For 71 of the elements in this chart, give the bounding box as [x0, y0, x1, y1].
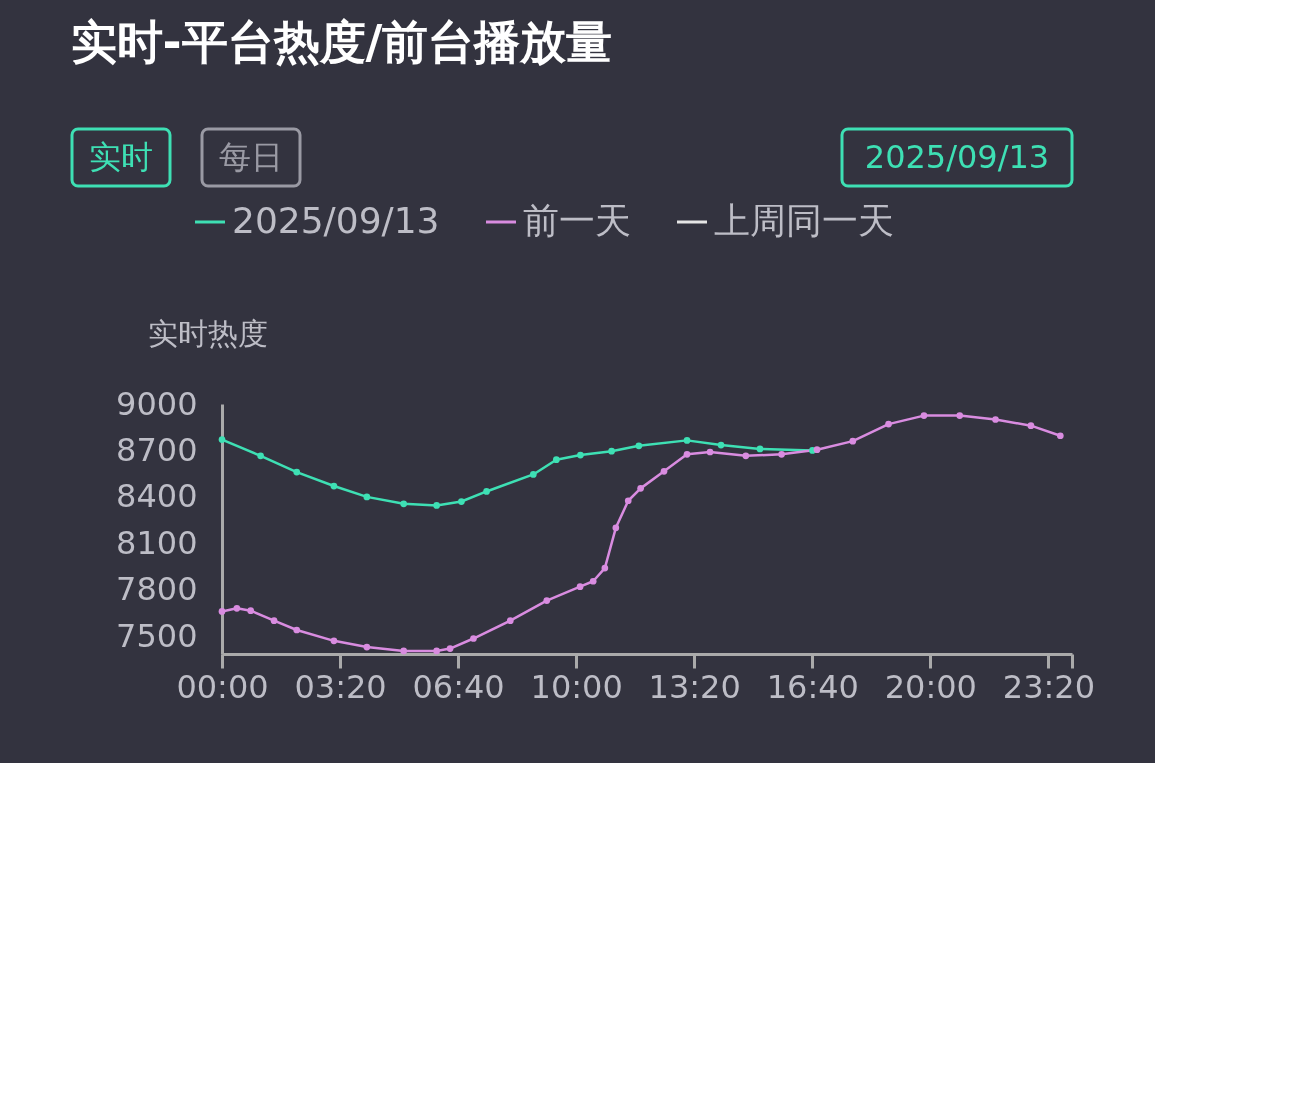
point	[293, 468, 301, 476]
x-tick-label: 13:20	[648, 667, 741, 706]
point	[778, 450, 785, 458]
point	[920, 412, 928, 419]
y-tick-label: 7500	[116, 616, 198, 655]
y-tick-label: 8700	[116, 430, 198, 469]
point	[608, 447, 615, 455]
point	[400, 500, 408, 508]
x-tick-label: 00:00	[176, 667, 269, 706]
point	[363, 493, 371, 501]
point	[849, 437, 857, 445]
point	[1056, 432, 1064, 440]
point	[956, 412, 964, 419]
x-tick-label: 20:00	[884, 667, 977, 706]
point	[717, 441, 725, 449]
point	[483, 488, 490, 495]
point	[756, 445, 764, 453]
point	[458, 498, 465, 505]
point	[660, 467, 668, 475]
point	[624, 497, 632, 505]
y-tick-label: 8100	[116, 523, 198, 562]
y-axis-title: 实时热度	[147, 315, 268, 351]
x-tick-label: 10:00	[530, 667, 623, 706]
point	[813, 446, 821, 454]
point	[683, 437, 691, 444]
y-tick-label: 9000	[116, 384, 198, 423]
y-tick-label: 8400	[116, 477, 198, 516]
x-tick-label: 06:40	[412, 667, 505, 706]
text: 2025/09/13	[864, 138, 1050, 176]
x-tick-label: 16:40	[766, 667, 859, 706]
point	[218, 608, 226, 615]
point	[257, 452, 264, 460]
point	[1027, 422, 1035, 430]
text: 每日	[219, 138, 283, 176]
point	[218, 436, 226, 443]
point	[446, 645, 454, 652]
point	[635, 442, 643, 450]
point	[576, 583, 584, 591]
x-tick-label: 23:20	[1002, 667, 1095, 706]
point	[363, 643, 371, 651]
point	[247, 607, 255, 614]
point	[992, 416, 999, 423]
x-tick-label: 03:20	[294, 667, 387, 706]
point	[330, 637, 338, 645]
point	[293, 626, 301, 634]
point	[683, 450, 691, 458]
point	[330, 482, 338, 490]
legend-label: 上周同一天	[714, 200, 894, 241]
point	[506, 617, 514, 625]
point	[433, 647, 440, 655]
point	[612, 524, 620, 532]
point	[233, 604, 241, 612]
point	[270, 617, 278, 625]
chart-title: 实时-平台热度/前台播放量	[70, 14, 613, 69]
legend-label: 前一天	[523, 200, 631, 241]
y-tick-label: 7800	[116, 570, 198, 609]
point	[589, 577, 597, 585]
point	[470, 635, 477, 642]
point	[543, 597, 551, 604]
point	[552, 456, 560, 464]
point	[400, 647, 408, 655]
legend-label: 2025/09/13	[232, 200, 440, 241]
point	[885, 420, 892, 428]
point	[706, 448, 714, 456]
point	[637, 485, 644, 492]
point	[742, 452, 750, 460]
point	[433, 502, 440, 509]
text: 实时	[89, 138, 153, 176]
point	[529, 471, 537, 478]
point	[577, 451, 584, 459]
point	[601, 564, 609, 572]
